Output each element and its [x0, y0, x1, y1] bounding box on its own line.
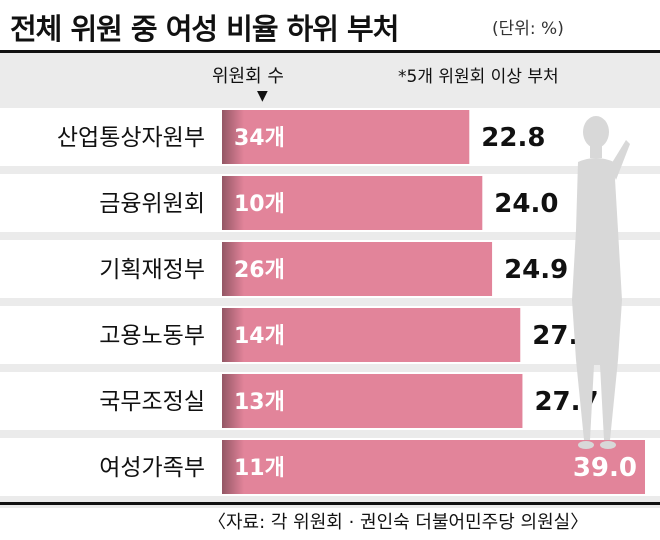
value-label: 22.8 — [481, 123, 545, 153]
committee-count: 13개 — [234, 390, 285, 415]
committee-count: 11개 — [234, 456, 285, 481]
bar-shadow — [222, 110, 244, 164]
bar — [222, 374, 523, 428]
value-label: 24.9 — [504, 255, 568, 285]
value-label: 24.0 — [494, 189, 558, 219]
bar-shadow — [222, 176, 244, 230]
bottom-rule — [0, 502, 660, 505]
category-label: 고용노동부 — [99, 323, 205, 349]
source-note: 〈자료: 각 위원회 · 권인숙 더불어민주당 의원실〉 — [208, 512, 589, 533]
top-rule — [0, 50, 660, 53]
value-label: 39.0 — [573, 453, 637, 483]
bar-shadow — [222, 308, 244, 362]
bar — [222, 176, 483, 230]
committee-count-header: 위원회 수 — [212, 66, 284, 87]
chart-title: 전체 위원 중 여성 비율 하위 부처 — [10, 12, 399, 46]
bar — [222, 440, 645, 494]
bar-shadow — [222, 242, 244, 296]
committee-count: 34개 — [234, 126, 285, 151]
bar-shadow — [222, 440, 244, 494]
committee-count: 14개 — [234, 324, 285, 349]
committee-count: 26개 — [234, 258, 285, 283]
footnote: *5개 위원회 이상 부처 — [398, 67, 559, 87]
bar — [222, 242, 493, 296]
bar — [222, 110, 470, 164]
committee-count: 10개 — [234, 192, 285, 217]
bar — [222, 308, 521, 362]
category-label: 국무조정실 — [99, 389, 205, 415]
bar-shadow — [222, 374, 244, 428]
category-label: 기획재정부 — [99, 257, 205, 283]
unit-label: (단위: %) — [492, 19, 564, 39]
category-label: 금융위원회 — [99, 191, 205, 217]
category-label: 산업통상자원부 — [57, 125, 205, 151]
woman-silhouette-icon — [572, 116, 630, 449]
down-arrow-icon: ▼ — [257, 88, 268, 104]
category-label: 여성가족부 — [99, 455, 205, 481]
